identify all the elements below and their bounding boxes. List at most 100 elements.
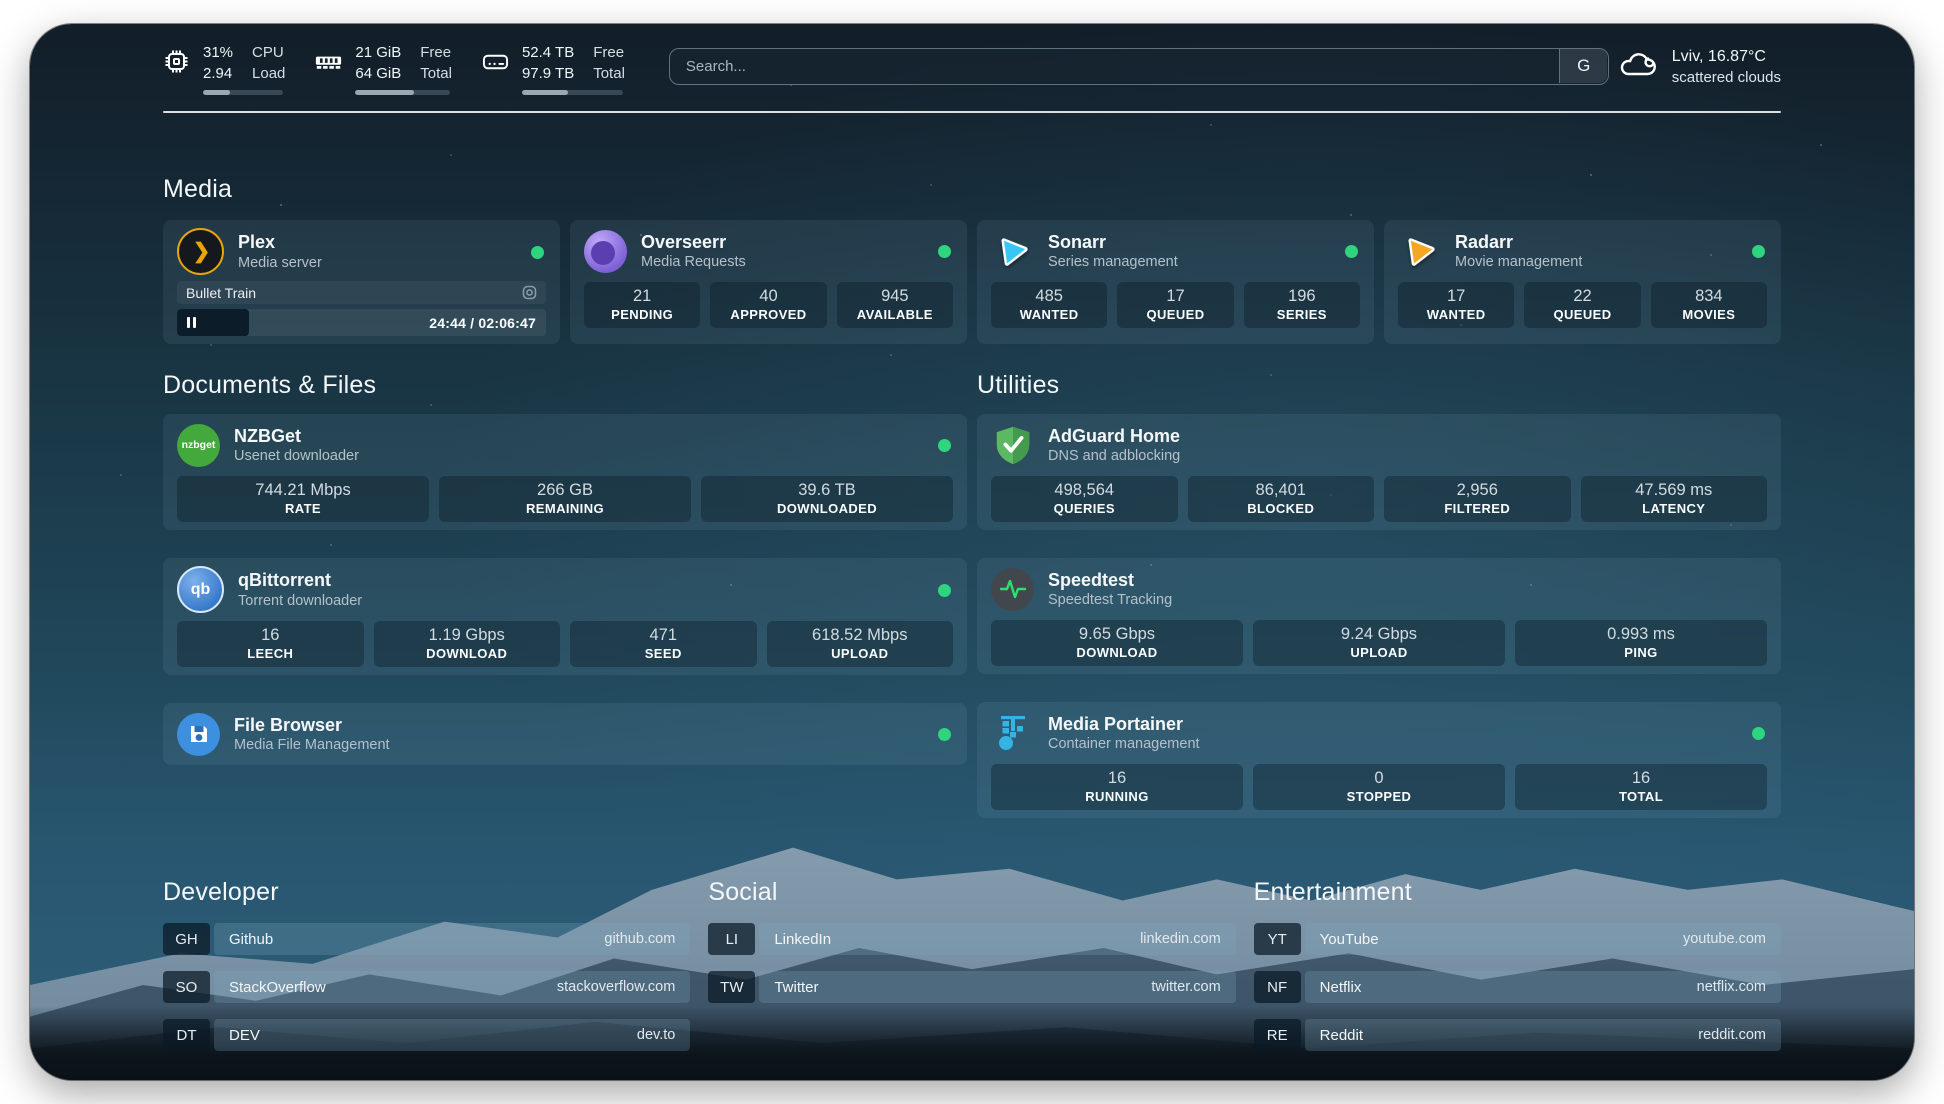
radarr-card[interactable]: Radarr Movie management 17 WANTED 22 QUEUE… xyxy=(1384,220,1781,344)
adguard-desc: DNS and adblocking xyxy=(1048,448,1181,465)
link-prefix: NF xyxy=(1253,971,1301,1003)
radarr-status-dot xyxy=(1752,245,1765,258)
stat-box: 17 WANTED xyxy=(1398,282,1515,328)
link-twitter[interactable]: TW Twitter twitter.com xyxy=(708,971,1236,1003)
ram-free-label: Free xyxy=(420,44,452,62)
section-title-social: Social xyxy=(708,878,778,906)
overseerr-desc: Media Requests xyxy=(641,254,746,271)
adguard-icon xyxy=(991,424,1034,467)
filebrowser-status-dot xyxy=(938,728,951,741)
stat-box: 266 GB REMAINING xyxy=(439,476,691,522)
link-linkedin[interactable]: LI LinkedIn linkedin.com xyxy=(708,923,1236,955)
link-prefix: GH xyxy=(163,923,210,955)
filebrowser-card[interactable]: File Browser Media File Management xyxy=(163,703,967,765)
cpu-progress-track xyxy=(203,89,284,95)
storage-widget: 52.4 TB 97.9 TB Free Total xyxy=(482,43,625,95)
documents-column: Documents & Files nzbget NZBGet Usenet d… xyxy=(163,371,967,818)
stat-box: 22 QUEUED xyxy=(1524,282,1641,328)
now-playing-title: Bullet Train xyxy=(186,284,257,301)
portainer-title: Media Portainer xyxy=(1048,713,1184,734)
disk-free-value: 52.4 TB xyxy=(521,44,575,62)
top-status-bar: 31% 2.94 CPU Load xyxy=(163,40,1781,98)
weather-condition: scattered clouds xyxy=(1671,68,1781,86)
plex-status-dot xyxy=(531,245,544,259)
stat-box: 945 AVAILABLE xyxy=(836,282,953,328)
filebrowser-title: File Browser xyxy=(234,714,343,735)
cpu-label: CPU xyxy=(252,44,284,62)
stat-box: 0.993 ms PING xyxy=(1515,620,1767,666)
overseerr-card[interactable]: Overseerr Media Requests 21 PENDING 40 APP… xyxy=(570,220,967,344)
plex-card[interactable]: ❯ Plex Media server Bullet Train xyxy=(163,220,560,344)
stat-box: 16 LEECH xyxy=(177,621,364,667)
link-prefix: YT xyxy=(1253,923,1301,955)
link-youtube[interactable]: YT YouTube youtube.com xyxy=(1253,923,1781,955)
nzbget-icon: nzbget xyxy=(177,423,220,467)
adguard-card[interactable]: AdGuard Home DNS and adblocking 498,564 Q… xyxy=(977,414,1781,530)
ram-free-value: 21 GiB xyxy=(355,44,402,62)
speedtest-card[interactable]: Speedtest Speedtest Tracking 9.65 Gbps DO… xyxy=(977,558,1781,674)
qbittorrent-icon: qb xyxy=(177,566,224,613)
stat-box: 16 TOTAL xyxy=(1515,764,1767,810)
cloud-icon xyxy=(1617,48,1659,85)
link-netflix[interactable]: NF Netflix netflix.com xyxy=(1253,971,1781,1003)
plex-desc: Media server xyxy=(238,254,322,271)
link-prefix: RE xyxy=(1253,1019,1301,1051)
link-prefix: LI xyxy=(708,923,756,955)
sonarr-status-dot xyxy=(1345,245,1358,258)
nzbget-card[interactable]: nzbget NZBGet Usenet downloader 744.21 M… xyxy=(163,414,967,530)
cpu-progress-fill xyxy=(203,89,230,95)
section-title-utilities: Utilities xyxy=(977,371,1060,399)
stat-box: 1.19 Gbps DOWNLOAD xyxy=(373,621,560,667)
adguard-title: AdGuard Home xyxy=(1048,425,1181,446)
plex-progress-bar[interactable]: 24:44 / 02:06:47 xyxy=(177,309,546,336)
stars-decoration xyxy=(30,24,32,26)
radarr-title: Radarr xyxy=(1455,231,1514,252)
search-input[interactable] xyxy=(668,47,1609,85)
section-title-developer: Developer xyxy=(163,878,279,906)
cpu-chip-icon xyxy=(163,48,190,75)
link-prefix: SO xyxy=(163,971,210,1003)
speedtest-title: Speedtest xyxy=(1048,569,1135,590)
stat-box: 39.6 TB DOWNLOADED xyxy=(701,476,953,522)
pause-icon[interactable] xyxy=(187,317,196,328)
nzbget-title: NZBGet xyxy=(234,425,301,446)
disk-progress-track xyxy=(521,89,623,95)
stat-box: 2,956 FILTERED xyxy=(1384,476,1571,522)
disk-total-label: Total xyxy=(593,64,625,82)
portainer-icon xyxy=(991,712,1034,755)
section-title-documents: Documents & Files xyxy=(163,371,377,399)
plex-time: 24:44 / 02:06:47 xyxy=(429,314,536,331)
disk-free-label: Free xyxy=(593,44,625,62)
plex-now-playing[interactable]: Bullet Train xyxy=(177,281,546,304)
link-reddit[interactable]: RE Reddit reddit.com xyxy=(1253,1019,1781,1051)
radarr-icon xyxy=(1398,230,1441,273)
speedtest-icon xyxy=(991,567,1034,611)
stat-box: 0 STOPPED xyxy=(1253,764,1505,810)
link-dev[interactable]: DT DEV dev.to xyxy=(163,1019,691,1051)
stat-box: 196 SERIES xyxy=(1243,282,1360,328)
stat-box: 86,401 BLOCKED xyxy=(1187,476,1374,522)
ram-total-label: Total xyxy=(420,64,452,82)
link-prefix: DT xyxy=(163,1019,210,1051)
qbittorrent-card[interactable]: qb qBittorrent Torrent downloader 16 LEEC… xyxy=(163,558,967,675)
search-engine-button[interactable]: G xyxy=(1559,49,1608,83)
link-stackoverflow[interactable]: SO StackOverflow stackoverflow.com xyxy=(163,971,691,1003)
dashboard-window: 31% 2.94 CPU Load xyxy=(30,24,1914,1080)
stat-box: 16 RUNNING xyxy=(991,764,1243,810)
stat-box: 9.65 Gbps DOWNLOAD xyxy=(991,620,1243,666)
ram-stick-icon xyxy=(315,48,342,75)
portainer-card[interactable]: Media Portainer Container management 16 R… xyxy=(977,702,1781,818)
bottom-shadow xyxy=(30,1006,1914,1080)
utilities-column: Utilities AdGuard Home xyxy=(977,371,1781,818)
hard-drive-icon xyxy=(482,48,509,75)
stat-box: 471 SEED xyxy=(570,621,757,667)
sonarr-card[interactable]: Sonarr Series management 485 WANTED 17 QUE… xyxy=(977,220,1374,344)
plex-icon: ❯ xyxy=(177,228,224,275)
link-github[interactable]: GH Github github.com xyxy=(163,923,691,955)
stat-box: 485 WANTED xyxy=(991,282,1108,328)
record-gear-icon[interactable] xyxy=(522,285,537,300)
search-bar: G xyxy=(668,47,1609,85)
qbittorrent-title: qBittorrent xyxy=(238,570,331,591)
portainer-status-dot xyxy=(1752,727,1765,740)
plex-progress-fill xyxy=(177,309,249,336)
